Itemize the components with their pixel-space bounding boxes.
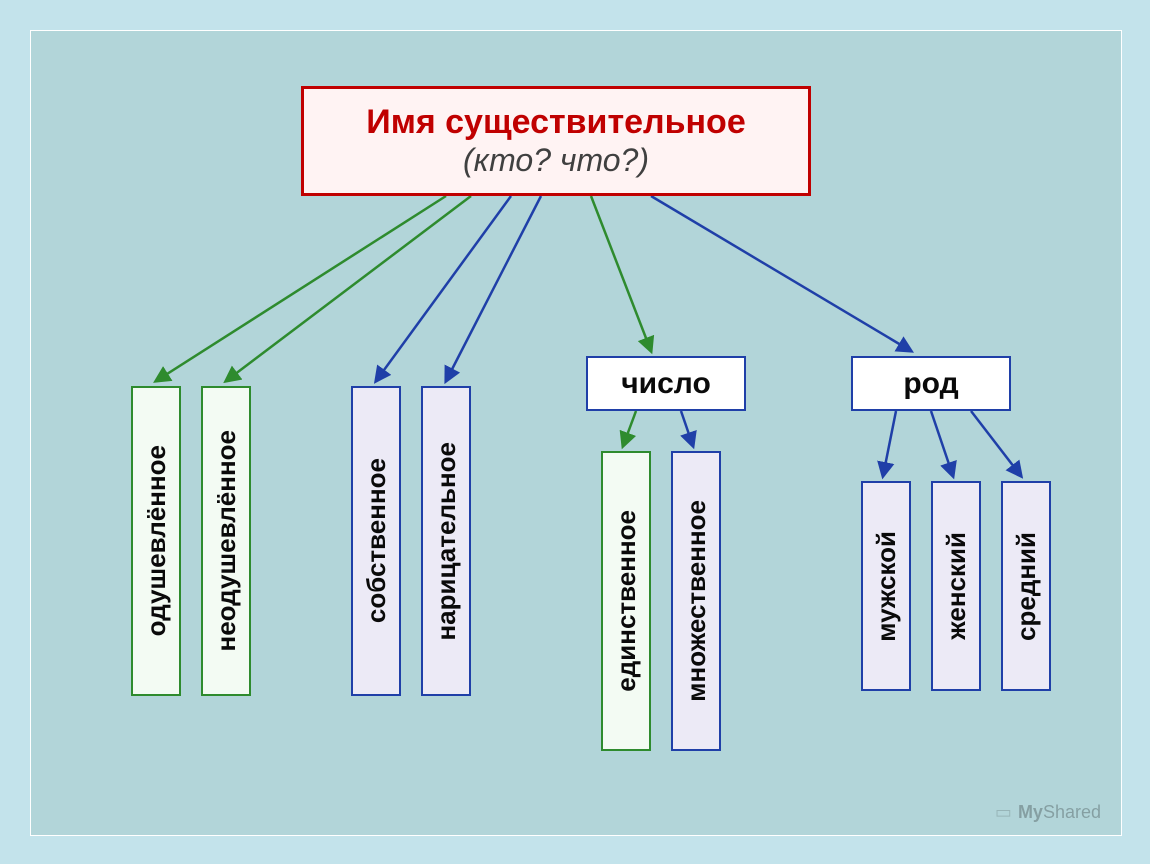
arrow bbox=[971, 411, 1021, 476]
leaf-node-sred: средний bbox=[1001, 481, 1051, 691]
leaf-node-sobstv: собственное bbox=[351, 386, 401, 696]
root-title: Имя существительное bbox=[366, 103, 745, 142]
arrow bbox=[226, 196, 471, 381]
mid-node-rod: род bbox=[851, 356, 1011, 411]
root-node: Имя существительное (кто? что?) bbox=[301, 86, 811, 196]
leaf-node-muzh: мужской bbox=[861, 481, 911, 691]
leaf-node-mnozh: множественное bbox=[671, 451, 721, 751]
arrow bbox=[651, 196, 911, 351]
arrow bbox=[446, 196, 541, 381]
arrow bbox=[883, 411, 896, 476]
arrow bbox=[931, 411, 953, 476]
arrow bbox=[156, 196, 446, 381]
leaf-node-narits: нарицательное bbox=[421, 386, 471, 696]
watermark-icon: ▭ bbox=[995, 802, 1012, 823]
mid-node-chislo: число bbox=[586, 356, 746, 411]
arrow bbox=[591, 196, 651, 351]
arrow bbox=[681, 411, 693, 446]
watermark: ▭ MyShared bbox=[995, 802, 1101, 823]
leaf-node-edin: единственное bbox=[601, 451, 651, 751]
leaf-node-neodush: неодушевлённое bbox=[201, 386, 251, 696]
leaf-node-zhen: женский bbox=[931, 481, 981, 691]
root-subtitle: (кто? что?) bbox=[463, 142, 649, 179]
arrow bbox=[376, 196, 511, 381]
arrow bbox=[623, 411, 636, 446]
leaf-node-odush: одушевлённое bbox=[131, 386, 181, 696]
diagram-canvas: Имя существительное (кто? что?) число род… bbox=[30, 30, 1122, 836]
